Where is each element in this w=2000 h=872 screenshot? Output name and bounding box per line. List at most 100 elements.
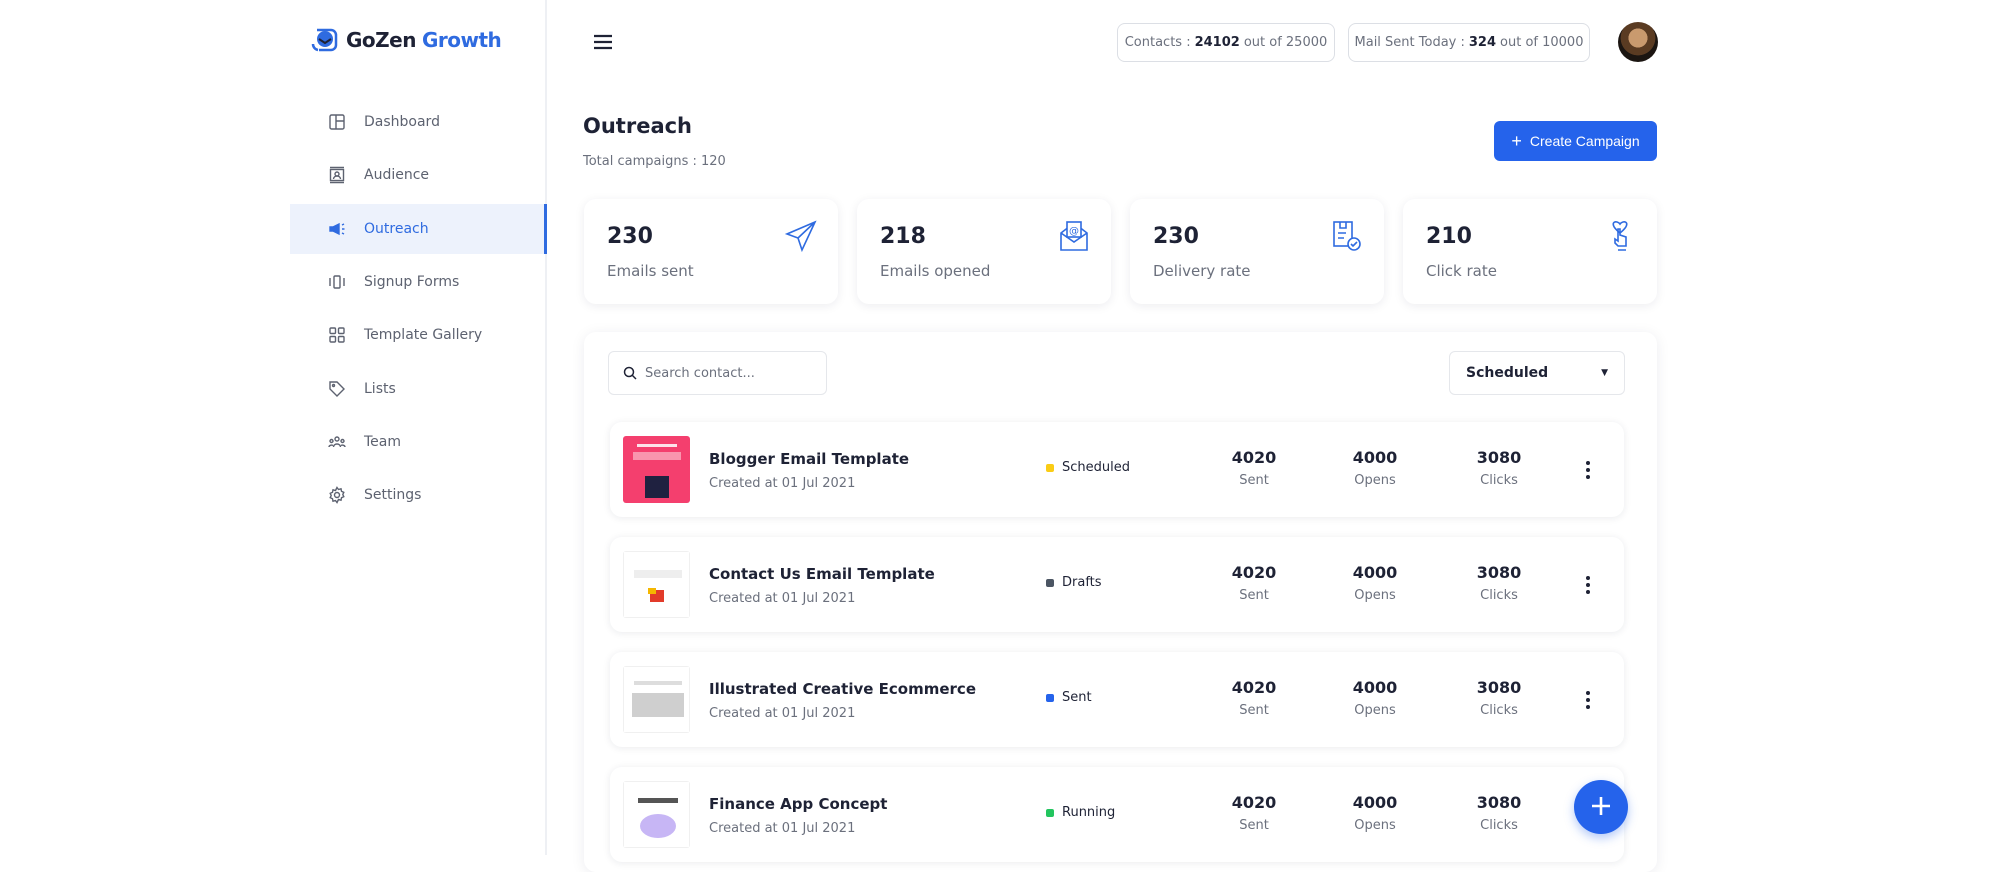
mail-limit: out of 10000 [1500, 35, 1584, 50]
clicks-stat: 3080 Clicks [1449, 793, 1549, 833]
status-selected: Scheduled [1466, 365, 1549, 381]
stat-label: Click rate [1426, 262, 1497, 280]
sidebar-item-label: Audience [364, 167, 430, 184]
sent-count: 4020 [1231, 678, 1277, 697]
campaign-name[interactable]: Contact Us Email Template [709, 565, 935, 583]
template-thumbnail[interactable] [623, 781, 690, 848]
clicks-count: 3080 [1476, 678, 1522, 697]
brand-name: GoZen [346, 28, 416, 52]
template-thumbnail[interactable] [623, 666, 690, 733]
sidebar: GoZen Growth [290, 0, 547, 855]
opens-label: Opens [1354, 588, 1396, 603]
campaign-date: Created at 01 Jul 2021 [709, 591, 856, 606]
clicks-label: Clicks [1480, 473, 1518, 488]
click-icon [1612, 221, 1628, 251]
sent-label: Sent [1239, 588, 1269, 603]
stat-card-emails-opened: 218 Emails opened @ [857, 199, 1111, 304]
logo[interactable]: GoZen Growth [310, 26, 502, 54]
clicks-count: 3080 [1476, 563, 1522, 582]
clicks-stat: 3080 Clicks [1449, 448, 1549, 488]
gear-icon [329, 486, 345, 504]
grid-icon [329, 327, 345, 343]
campaign-row[interactable]: Contact Us Email Template Created at 01 J… [610, 537, 1624, 632]
clicks-label: Clicks [1480, 703, 1518, 718]
sidebar-item-label: Outreach [364, 220, 429, 237]
campaign-row[interactable]: Illustrated Creative Ecommerce Created at… [610, 652, 1624, 747]
plus-icon [1592, 796, 1610, 815]
stat-card-click-rate: 210 Click rate [1403, 199, 1657, 304]
template-thumbnail[interactable] [623, 551, 690, 618]
stat-value: 230 [607, 224, 653, 249]
opens-label: Opens [1354, 703, 1396, 718]
sidebar-item-settings[interactable]: Settings [290, 470, 547, 520]
sidebar-item-dashboard[interactable]: Dashboard [290, 97, 547, 147]
stat-value: 230 [1153, 224, 1199, 249]
tag-icon [329, 380, 345, 397]
opens-stat: 4000 Opens [1325, 793, 1425, 833]
stat-value: 218 [880, 224, 926, 249]
clicks-label: Clicks [1480, 588, 1518, 603]
more-options-icon[interactable] [1580, 573, 1596, 597]
search-input[interactable]: Search contact... [608, 351, 827, 395]
sent-count: 4020 [1231, 448, 1277, 467]
create-campaign-button[interactable]: + Create Campaign [1494, 121, 1657, 161]
add-fab-button[interactable] [1574, 780, 1628, 834]
campaign-row[interactable]: Blogger Email Template Created at 01 Jul … [610, 422, 1624, 517]
logo-icon [311, 28, 338, 52]
svg-text:@: @ [1069, 226, 1079, 237]
opens-count: 4000 [1352, 448, 1398, 467]
clicks-label: Clicks [1480, 818, 1518, 833]
plus-icon: + [1511, 130, 1522, 151]
sidebar-item-team[interactable]: Team [290, 417, 547, 467]
clicks-stat: 3080 Clicks [1449, 563, 1549, 603]
status-dot [1046, 578, 1054, 587]
campaign-name[interactable]: Finance App Concept [709, 795, 888, 813]
more-options-icon[interactable] [1580, 688, 1596, 712]
total-campaigns: Total campaigns : 120 [583, 154, 726, 169]
status-dropdown[interactable]: Scheduled ▼ [1449, 351, 1625, 395]
clicks-count: 3080 [1476, 448, 1522, 467]
stat-label: Emails opened [880, 262, 991, 280]
megaphone-icon [329, 222, 345, 235]
mail-sent-badge: Mail Sent Today :324 out of 10000 [1348, 23, 1590, 62]
template-thumbnail[interactable] [623, 436, 690, 503]
sent-label: Sent [1239, 473, 1269, 488]
stat-value: 210 [1426, 224, 1472, 249]
sidebar-item-template-gallery[interactable]: Template Gallery [290, 310, 547, 360]
stat-card-emails-sent: 230 Emails sent [584, 199, 838, 304]
status-badge: Sent [1046, 690, 1092, 705]
sent-stat: 4020 Sent [1204, 448, 1304, 488]
status-label: Sent [1062, 690, 1092, 705]
opens-count: 4000 [1352, 563, 1398, 582]
open-mail-icon: @ [1060, 221, 1088, 251]
status-label: Scheduled [1062, 460, 1130, 475]
stat-label: Delivery rate [1153, 262, 1251, 280]
sidebar-item-signup-forms[interactable]: Signup Forms [290, 257, 547, 307]
search-icon [623, 366, 637, 380]
sent-stat: 4020 Sent [1204, 793, 1304, 833]
mail-value: 324 [1468, 35, 1497, 50]
more-options-icon[interactable] [1580, 458, 1596, 482]
sidebar-item-outreach[interactable]: Outreach [290, 203, 547, 254]
campaign-name[interactable]: Blogger Email Template [709, 450, 910, 468]
clicks-stat: 3080 Clicks [1449, 678, 1549, 718]
stat-label: Emails sent [607, 262, 694, 280]
menu-icon[interactable] [593, 33, 613, 51]
sidebar-item-label: Settings [364, 487, 422, 504]
page-title: Outreach [583, 114, 693, 138]
avatar[interactable] [1618, 22, 1658, 62]
sidebar-item-audience[interactable]: Audience [290, 150, 547, 200]
campaign-row[interactable]: Finance App Concept Created at 01 Jul 202… [610, 767, 1624, 862]
audience-icon [329, 167, 345, 184]
status-badge: Running [1046, 805, 1115, 820]
opens-count: 4000 [1352, 678, 1398, 697]
campaign-date: Created at 01 Jul 2021 [709, 476, 856, 491]
sidebar-item-lists[interactable]: Lists [290, 364, 547, 414]
campaign-name[interactable]: Illustrated Creative Ecommerce [709, 680, 976, 698]
status-badge: Drafts [1046, 575, 1102, 590]
sent-stat: 4020 Sent [1204, 563, 1304, 603]
opens-stat: 4000 Opens [1325, 563, 1425, 603]
sidebar-item-label: Signup Forms [364, 273, 460, 290]
status-dot [1046, 463, 1054, 472]
mail-label: Mail Sent Today : [1354, 35, 1465, 50]
